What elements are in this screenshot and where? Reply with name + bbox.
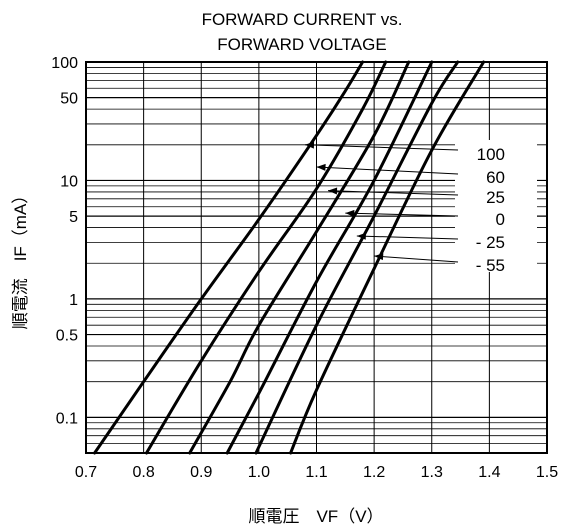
x-tick-label: 0.8 bbox=[133, 464, 155, 481]
x-tick-label: 1.0 bbox=[248, 464, 270, 481]
annotation-leader bbox=[316, 166, 459, 175]
y-tick-label: 5 bbox=[69, 209, 78, 226]
y-tick-label: 1 bbox=[69, 292, 78, 309]
label-background bbox=[455, 140, 537, 272]
x-tick-label: 0.7 bbox=[75, 464, 97, 481]
series-line bbox=[225, 60, 434, 455]
x-tick-label: 0.9 bbox=[190, 464, 212, 481]
curve-temperature-label: - 55 bbox=[476, 256, 505, 275]
annotation-arrowhead bbox=[374, 253, 384, 261]
x-axis-label: 順電圧 VF（V） bbox=[248, 507, 383, 526]
y-tick-label: 0.5 bbox=[56, 328, 78, 345]
annotation-arrowhead bbox=[356, 232, 366, 240]
annotation-leader bbox=[356, 235, 459, 240]
y-tick-label: 10 bbox=[60, 173, 78, 190]
annotation-arrowhead bbox=[316, 163, 326, 171]
x-tick-label: 1.4 bbox=[478, 464, 500, 481]
y-axis-label: 順電流 IF（mA） bbox=[11, 187, 30, 330]
curve-temperature-label: 25 bbox=[486, 188, 505, 207]
y-tick-label: 0.1 bbox=[56, 410, 78, 427]
annotation-arrowhead bbox=[345, 209, 355, 217]
x-tick-label: 1.2 bbox=[363, 464, 385, 481]
curve-temperature-label: 100 bbox=[477, 145, 505, 164]
x-tick-labels: 0.7 0.8 0.9 1.0 1.1 1.2 1.3 1.4 1.5 bbox=[75, 464, 558, 481]
series-line bbox=[93, 60, 365, 455]
annotation-leader bbox=[374, 255, 459, 263]
series-line bbox=[188, 60, 411, 455]
curve-temperature-label: 60 bbox=[486, 168, 505, 187]
y-tick-label: 50 bbox=[60, 91, 78, 108]
series-line bbox=[254, 60, 460, 455]
series-line bbox=[145, 60, 388, 455]
plot-frame bbox=[85, 61, 548, 454]
annotation-arrowhead bbox=[328, 187, 338, 195]
annotation-leader bbox=[328, 190, 459, 196]
curve-temperature-label: - 25 bbox=[476, 233, 505, 252]
annotation-arrowhead bbox=[304, 141, 315, 149]
y-tick-labels: 0.1 0.5 1 5 10 50 100 bbox=[51, 55, 78, 427]
x-tick-label: 1.5 bbox=[536, 464, 558, 481]
series-line bbox=[289, 60, 486, 455]
x-tick-label: 1.3 bbox=[421, 464, 443, 481]
annotation-leader bbox=[304, 144, 459, 151]
chart-title-line-1: FORWARD CURRENT vs. bbox=[202, 10, 403, 29]
chart-title-line-2: FORWARD VOLTAGE bbox=[217, 35, 386, 54]
series-curves bbox=[93, 60, 486, 455]
annotation-leader bbox=[345, 212, 459, 217]
y-tick-label: 100 bbox=[51, 55, 78, 72]
x-tick-label: 1.1 bbox=[305, 464, 327, 481]
curve-temperature-label: 0 bbox=[496, 210, 505, 229]
